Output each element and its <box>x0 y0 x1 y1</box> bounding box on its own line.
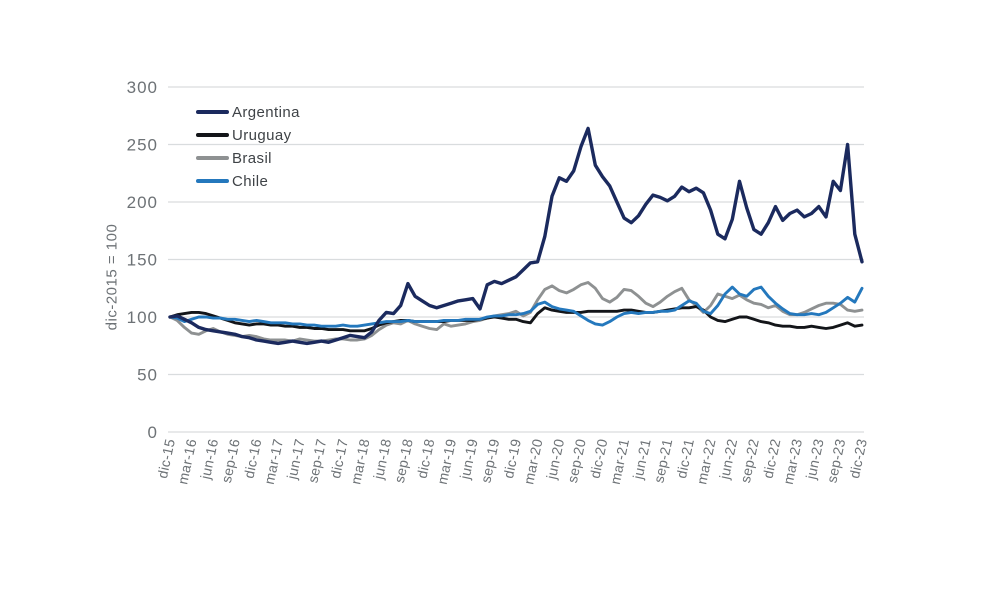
x-tick-label-mar-17: mar-17 <box>261 437 286 485</box>
x-tick-label-dic-23: dic-23 <box>846 437 870 479</box>
legend-label-chile: Chile <box>232 172 269 190</box>
series-line-argentina <box>168 126 864 346</box>
x-tick-label-dic-22: dic-22 <box>759 437 783 479</box>
x-tick-label-sep-23: sep-23 <box>823 437 848 484</box>
x-tick-label-sep-18: sep-18 <box>391 437 416 484</box>
x-tick-label-dic-21: dic-21 <box>673 437 697 479</box>
x-tick-label-mar-19: mar-19 <box>434 437 459 485</box>
legend-label-brasil: Brasil <box>232 149 272 167</box>
x-tick-label-mar-23: mar-23 <box>780 437 805 485</box>
x-tick-label-mar-21: mar-21 <box>607 437 632 485</box>
x-tick-label-sep-21: sep-21 <box>650 437 675 484</box>
x-tick-label-sep-20: sep-20 <box>564 437 589 484</box>
legend-item-chile: Chile <box>196 172 300 190</box>
legend-item-argentina: Argentina <box>196 103 300 121</box>
x-tick-label-sep-16: sep-16 <box>218 437 243 484</box>
x-tick-label-sep-22: sep-22 <box>737 437 762 484</box>
x-tick-label-jun-19: jun-19 <box>456 437 480 481</box>
x-tick-label-jun-20: jun-20 <box>543 437 567 481</box>
x-tick-label-jun-16: jun-16 <box>197 437 221 481</box>
x-tick-label-mar-20: mar-20 <box>520 437 545 485</box>
x-tick-label-dic-15: dic-15 <box>154 437 178 479</box>
legend-item-uruguay: Uruguay <box>196 126 300 144</box>
legend-swatch-brasil-icon <box>196 156 229 160</box>
x-tick-label-jun-23: jun-23 <box>802 437 826 481</box>
series-line-chile <box>168 285 864 328</box>
x-tick-label-jun-18: jun-18 <box>370 437 394 481</box>
y-tick-label-300: 300 <box>127 78 158 97</box>
x-tick-label-jun-21: jun-21 <box>629 437 653 481</box>
y-tick-label-0: 0 <box>148 423 158 442</box>
legend: Argentina Uruguay Brasil Chile <box>196 103 300 190</box>
legend-swatch-chile-icon <box>196 179 229 183</box>
x-tick-label-dic-17: dic-17 <box>327 437 351 479</box>
x-tick-label-dic-19: dic-19 <box>500 437 524 479</box>
legend-item-brasil: Brasil <box>196 149 300 167</box>
legend-label-argentina: Argentina <box>232 103 300 121</box>
legend-swatch-argentina-icon <box>196 110 229 114</box>
x-tick-label-dic-18: dic-18 <box>413 437 437 479</box>
x-tick-label-mar-18: mar-18 <box>347 437 372 485</box>
y-tick-label-50: 50 <box>137 366 158 385</box>
series-line-brasil <box>168 281 864 343</box>
x-tick-label-jun-17: jun-17 <box>283 437 307 481</box>
legend-label-uruguay: Uruguay <box>232 126 292 144</box>
x-tick-label-mar-16: mar-16 <box>174 437 199 485</box>
x-tick-label-dic-20: dic-20 <box>586 437 610 479</box>
x-tick-label-sep-19: sep-19 <box>477 437 502 484</box>
y-tick-label-200: 200 <box>127 193 158 212</box>
x-tick-label-jun-22: jun-22 <box>716 437 740 481</box>
y-tick-label-100: 100 <box>127 308 158 327</box>
x-tick-label-mar-22: mar-22 <box>693 437 718 485</box>
series-line-uruguay <box>168 305 864 333</box>
x-tick-label-sep-17: sep-17 <box>304 437 329 484</box>
y-axis-title: dic-2015 = 100 <box>103 223 121 331</box>
x-tick-label-dic-16: dic-16 <box>240 437 264 479</box>
y-tick-label-150: 150 <box>127 251 158 270</box>
y-tick-label-250: 250 <box>127 136 158 155</box>
legend-swatch-uruguay-icon <box>196 133 229 137</box>
